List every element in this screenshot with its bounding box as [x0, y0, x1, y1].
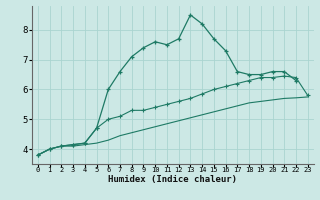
X-axis label: Humidex (Indice chaleur): Humidex (Indice chaleur): [108, 175, 237, 184]
